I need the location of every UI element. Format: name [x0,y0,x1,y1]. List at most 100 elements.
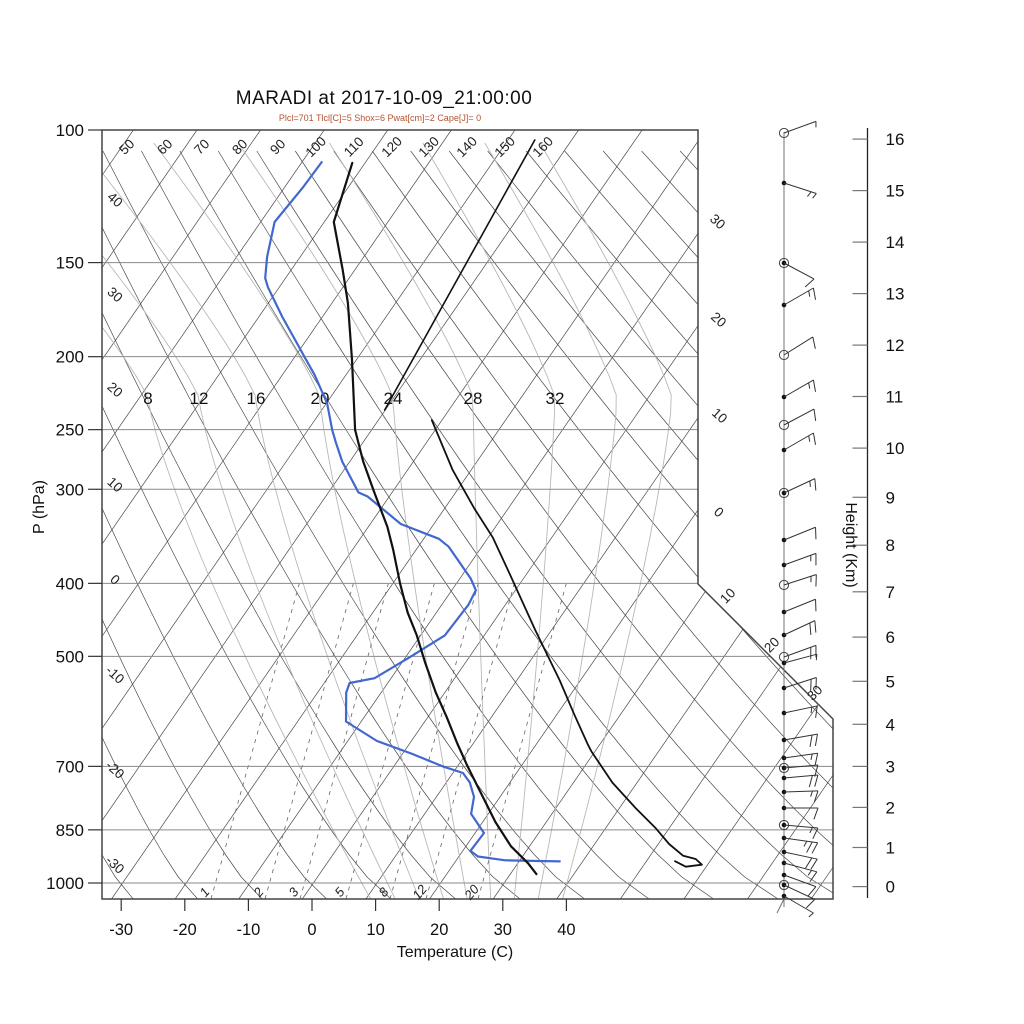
svg-text:140: 140 [454,134,481,161]
svg-text:15: 15 [886,182,905,201]
svg-text:80: 80 [229,136,250,157]
wind-barb [778,644,817,663]
wind-barb [778,408,817,431]
svg-text:7: 7 [886,583,895,602]
svg-text:0: 0 [711,504,727,520]
svg-text:16: 16 [886,130,905,149]
svg-text:2: 2 [250,884,267,901]
svg-text:0: 0 [107,572,123,588]
wind-barb [781,705,818,718]
svg-text:6: 6 [886,628,895,647]
svg-text:8: 8 [886,536,895,555]
svg-text:250: 250 [56,421,84,440]
pressure-axis-title: P (hPa) [31,480,48,534]
svg-text:5: 5 [331,884,348,900]
wind-barb [781,893,814,918]
pressure-axis: 100 150 200 250 300 400 500 700 850 1000 P (hPa) [31,121,102,893]
wind-barb [781,432,817,453]
svg-text:20: 20 [430,921,448,939]
svg-text:130: 130 [416,134,443,161]
wind-barb [781,860,818,882]
svg-text:150: 150 [56,254,84,273]
svg-text:160: 160 [530,134,557,161]
svg-text:20: 20 [104,379,125,400]
svg-text:500: 500 [56,647,84,666]
svg-text:300: 300 [56,480,84,499]
svg-text:-20: -20 [173,921,197,939]
isotherm-lines [102,130,833,899]
wind-barb [781,872,817,897]
wind-barb [778,257,815,288]
wind-barb [781,620,817,638]
svg-text:12: 12 [190,389,209,408]
temperature-axis-title: Temperature (C) [397,944,513,961]
svg-text:30: 30 [804,682,825,703]
svg-text:5: 5 [886,672,895,691]
svg-text:1: 1 [196,885,212,900]
svg-text:30: 30 [494,921,512,939]
svg-text:40: 40 [104,189,125,210]
svg-text:11: 11 [886,388,904,407]
svg-text:-10: -10 [236,921,260,939]
chart-subtitle: Plcl=701 Tlcl[C]=5 Shox=6 Pwat[cm]=2 Cap… [278,113,482,123]
svg-text:12: 12 [886,336,905,355]
wind-barb [781,835,819,854]
svg-text:8: 8 [143,389,152,408]
svg-text:110: 110 [341,134,367,160]
wind-barb [781,598,817,615]
wind-barb [781,180,817,199]
svg-text:3: 3 [285,884,302,900]
svg-text:20: 20 [761,634,782,655]
svg-text:32: 32 [546,389,565,408]
dry-adiabat-lines [102,150,833,899]
wind-barb [778,478,817,499]
svg-text:50: 50 [116,136,137,157]
plot-grid [102,130,833,899]
right-edge-labels: 30 20 10 0 [707,211,730,520]
svg-text:14: 14 [886,233,905,252]
wind-barb [781,849,818,870]
aux-lower-curve [430,419,703,868]
wind-barb [781,733,818,747]
wind-barb [781,526,817,543]
svg-text:1000: 1000 [46,874,84,893]
svg-text:150: 150 [492,134,519,161]
plot-border [101,129,834,900]
moist-adiabat-lines [102,142,672,899]
wind-barb [781,552,817,568]
aux-upper-line [383,139,536,411]
svg-text:10: 10 [709,405,730,426]
chart-title: MARADI at 2017-10-09_21:00:00 [235,88,533,109]
temperature-curve [332,161,538,876]
wind-barb [781,653,818,666]
svg-text:700: 700 [56,757,84,776]
wind-barb [778,879,816,909]
svg-text:90: 90 [267,136,288,157]
dewpoint-curve [264,161,561,863]
svg-text:70: 70 [191,136,212,157]
wind-barb [781,379,817,400]
svg-text:0: 0 [886,878,895,897]
svg-text:13: 13 [886,285,905,304]
svg-text:1: 1 [886,839,895,858]
svg-text:-30: -30 [109,921,133,939]
svg-text:10: 10 [717,585,738,606]
mixing-ratio-lines [210,583,567,899]
dry-adiabat-labels: 50 60 70 80 90 100 110 120 130 140 150 160 [116,134,556,161]
wind-barb [781,752,819,766]
svg-text:-20: -20 [103,758,128,782]
wind-barb [778,120,817,139]
wind-barb [778,336,816,361]
wind-barb [781,677,817,692]
wind-barb [778,762,819,777]
height-axis-title: Height (Km) [842,502,859,587]
svg-text:20: 20 [311,389,330,408]
svg-text:850: 850 [56,821,84,840]
wind-barb-column [776,120,819,918]
svg-text:60: 60 [154,136,175,157]
svg-text:-30: -30 [103,853,128,877]
svg-text:3: 3 [886,757,895,776]
